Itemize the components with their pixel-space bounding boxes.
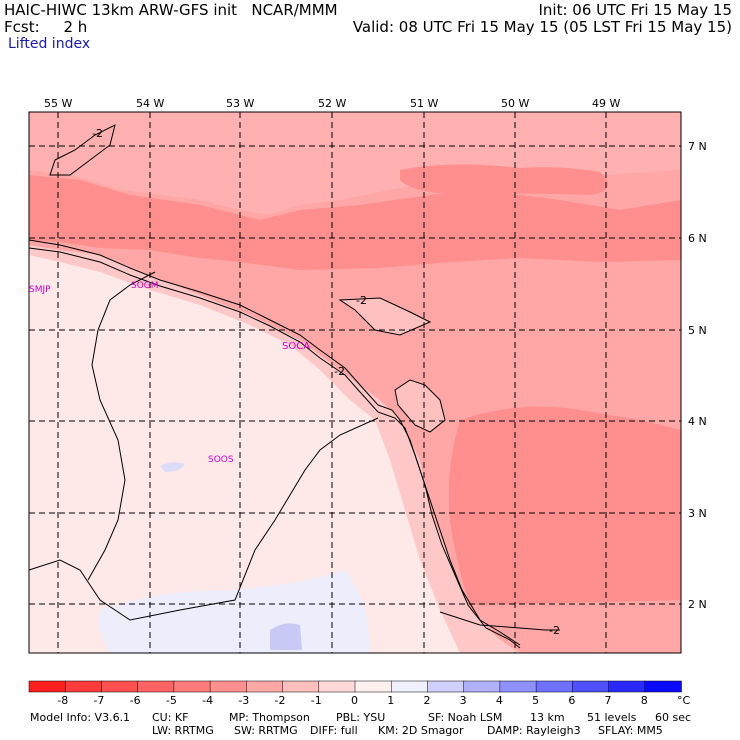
contour-label: -2 <box>92 127 103 140</box>
colorbar-swatch <box>390 680 429 693</box>
colorbar-label: 4 <box>495 694 503 707</box>
forecast-hour: Fcst: 2 h <box>4 18 88 36</box>
field-region <box>98 570 370 653</box>
station-label: SOCA <box>282 341 310 352</box>
colorbar-swatch <box>209 680 248 693</box>
colorbar-swatch <box>499 680 537 693</box>
colorbar-swatch <box>64 680 103 693</box>
field-region <box>29 255 460 653</box>
init-time: Init: 06 UTC Fri 15 May 15 <box>538 1 732 19</box>
colorbar-label: 3 <box>459 694 467 707</box>
field-region <box>29 112 681 215</box>
footer-timestep: 60 sec <box>655 711 692 724</box>
colorbar <box>28 680 682 693</box>
colorbar-label: 7 <box>604 694 612 707</box>
footer-model: Model Info: V3.6.1 <box>30 711 131 724</box>
contour-line <box>49 124 116 176</box>
footer-diff: DIFF: full <box>310 724 358 737</box>
coastline <box>28 247 521 649</box>
colorbar-swatch <box>463 680 501 693</box>
lat-label: 4 N <box>688 415 707 428</box>
colorbar-label: -1 <box>310 694 322 707</box>
footer-levels: 51 levels <box>587 711 637 724</box>
contour-label: -2 <box>549 624 560 637</box>
colorbar-swatch <box>246 680 284 693</box>
map-frame <box>28 111 682 654</box>
lon-label: 54 W <box>136 97 165 110</box>
field-region <box>29 175 681 270</box>
lon-label: 50 W <box>501 97 530 110</box>
model-title: HAIC-HIWC 13km ARW-GFS init NCAR/MMM <box>4 1 338 19</box>
colorbar-swatch <box>28 680 66 693</box>
colorbar-swatch <box>318 680 356 693</box>
contour-label: -2 <box>334 365 345 378</box>
colorbar-swatch <box>101 680 139 693</box>
lat-label: 3 N <box>688 507 707 520</box>
footer-lw: LW: RRTMG <box>152 724 214 737</box>
footer-pbl: PBL: YSU <box>336 711 386 724</box>
contour-label: -2 <box>356 294 367 307</box>
field-title: Lifted index <box>8 36 91 52</box>
lon-label: 49 W <box>592 97 621 110</box>
footer-km: KM: 2D Smagor <box>378 724 464 737</box>
field-region <box>160 462 185 472</box>
colorbar-swatch <box>535 680 574 693</box>
valid-time: Valid: 08 UTC Fri 15 May 15 (05 LST Fri … <box>352 18 732 36</box>
footer-sflay: SFLAY: MM5 <box>598 724 663 737</box>
lon-label: 51 W <box>410 97 439 110</box>
border-line <box>439 611 560 631</box>
colorbar-swatch <box>282 680 320 693</box>
footer-cu: CU: KF <box>152 711 189 724</box>
colorbar-label: 2 <box>423 694 431 707</box>
lat-label: 7 N <box>688 140 707 153</box>
colorbar-swatch <box>608 680 646 693</box>
colorbar-label: -2 <box>274 694 286 707</box>
lat-label: 2 N <box>688 598 707 611</box>
colorbar-label: 5 <box>532 694 540 707</box>
coastline <box>28 239 521 646</box>
footer-sf: SF: Noah LSM <box>428 711 503 724</box>
contour-area <box>394 379 446 433</box>
colorbar-label: -6 <box>129 694 141 707</box>
border-line <box>28 417 379 621</box>
colorbar-label: 8 <box>640 694 648 707</box>
colorbar-swatch <box>427 680 465 693</box>
footer-res: 13 km <box>530 711 565 724</box>
colorbar-label: -4 <box>202 694 214 707</box>
colorbar-label: 6 <box>568 694 576 707</box>
station-label: SMJP <box>29 285 51 295</box>
footer-mp: MP: Thompson <box>229 711 310 724</box>
field-region <box>400 164 608 195</box>
colorbar-label: -5 <box>165 694 177 707</box>
lat-label: 6 N <box>688 232 707 245</box>
lon-label: 52 W <box>318 97 347 110</box>
colorbar-swatch <box>137 680 175 693</box>
colorbar-label: 1 <box>387 694 395 707</box>
colorbar-swatch <box>173 680 211 693</box>
colorbar-swatch <box>644 680 682 693</box>
lon-label: 53 W <box>226 97 255 110</box>
colorbar-swatch <box>354 680 392 693</box>
lon-label: 55 W <box>44 97 73 110</box>
footer-damp: DAMP: Rayleigh3 <box>487 724 581 737</box>
colorbar-label: -8 <box>57 694 69 707</box>
footer-sw: SW: RRTMG <box>234 724 298 737</box>
graticule <box>29 112 681 653</box>
field-region <box>270 623 302 650</box>
border-line <box>87 271 156 581</box>
station-label: SOOS <box>208 455 234 465</box>
colorbar-swatch <box>572 680 610 693</box>
station-label: SOGM <box>131 281 159 291</box>
lat-label: 5 N <box>688 324 707 337</box>
colorbar-unit: °C <box>677 694 691 707</box>
colorbar-label: -3 <box>238 694 250 707</box>
field-region <box>448 406 681 605</box>
colorbar-label: -7 <box>93 694 105 707</box>
colorbar-label: 0 <box>351 694 358 707</box>
island <box>338 297 432 336</box>
